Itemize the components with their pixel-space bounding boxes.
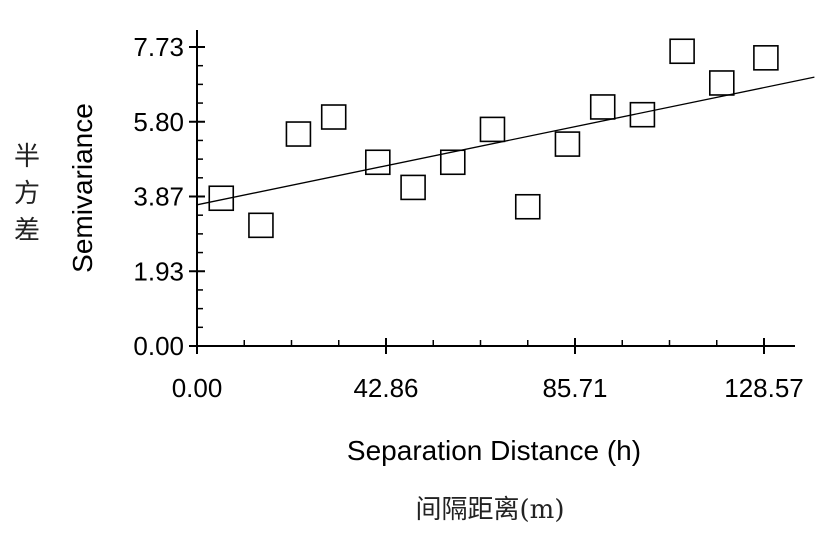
data-point-marker [753, 45, 779, 71]
data-point-marker [479, 116, 506, 143]
data-point-marker [439, 149, 466, 176]
data-point-marker [629, 101, 656, 128]
x-tick-label: 42.86 [353, 373, 418, 403]
y-tick-label: 0.00 [133, 331, 184, 361]
y-ticks: 0.00 1.93 3.87 5.80 7.73 [133, 32, 205, 361]
axes [196, 30, 795, 347]
data-points [208, 38, 779, 239]
x-tick-label: 0.00 [172, 373, 223, 403]
y-tick-label: 5.80 [133, 107, 184, 137]
data-point-marker [285, 121, 312, 147]
x-tick-label: 85.71 [542, 373, 607, 403]
fit-line-layer [196, 76, 815, 206]
y-axis-title: Semivariance [67, 103, 98, 273]
x-tick-label: 128.57 [724, 373, 804, 403]
y-tick-label: 7.73 [133, 32, 184, 62]
y-tick-label: 1.93 [133, 256, 184, 286]
data-point-marker [514, 193, 541, 220]
trend-line [196, 76, 815, 206]
data-point-marker [365, 149, 391, 176]
data-point-marker [248, 212, 274, 239]
data-point-marker [708, 70, 735, 96]
x-axis-title: Separation Distance (h) [347, 435, 641, 466]
data-point-marker [320, 104, 347, 130]
data-point-marker [400, 174, 426, 201]
data-point-marker [208, 185, 235, 212]
data-point-marker [669, 38, 695, 65]
x-ticks: 0.00 42.86 85.71 128.57 [172, 338, 804, 403]
data-point-marker [554, 131, 581, 157]
x-axis-title-cn: 间隔距离(m) [416, 495, 565, 525]
data-point-marker [589, 94, 616, 120]
y-axis-title-cn: 半方差 [14, 142, 40, 246]
y-tick-label: 3.87 [133, 182, 184, 212]
